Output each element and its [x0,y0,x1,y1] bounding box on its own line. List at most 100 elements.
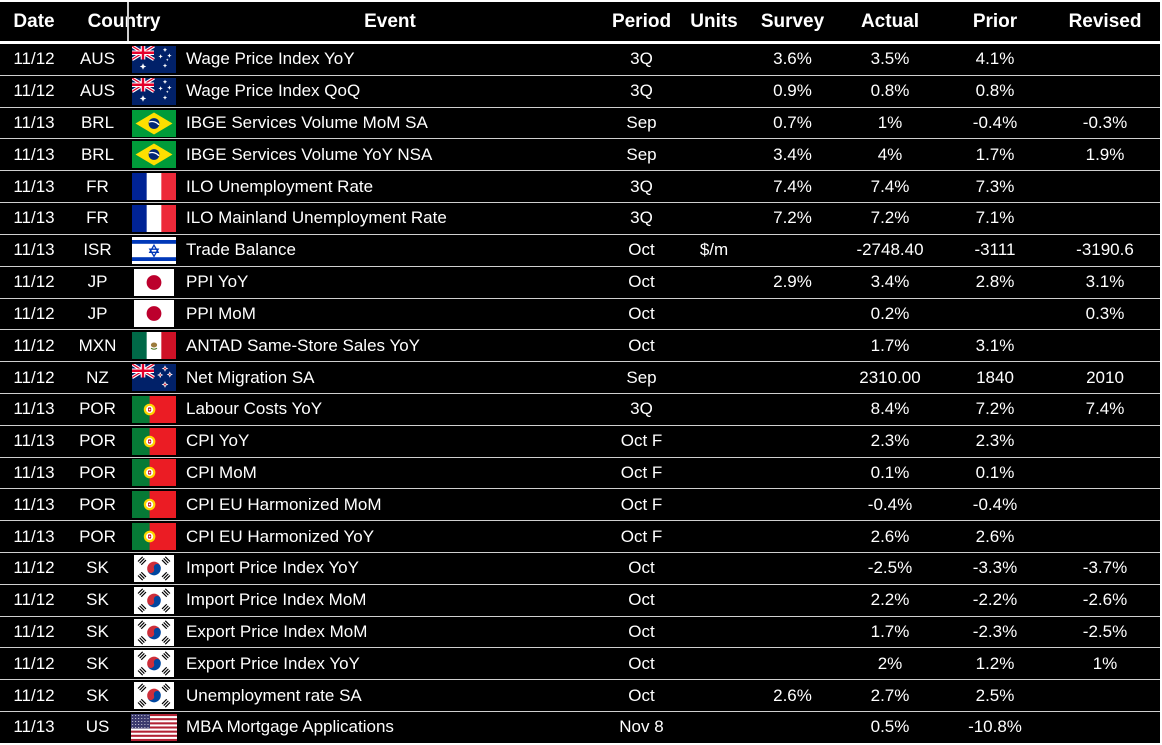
south-korea-flag [133,554,174,582]
prior-cell: 2.5% [975,685,1015,705]
table-row: 11/12 AUS Wage Price Index QoQ 3Q 0.9% 0… [0,76,1160,108]
date-cell: 11/12 [13,303,55,323]
new-zealand-flag [131,364,176,392]
survey-cell: 7.4% [773,176,812,196]
date-cell: 11/13 [13,240,55,260]
period-cell: 3Q [630,399,653,419]
table-header-row: Date Country Event Period Units Survey A… [0,2,1160,44]
prior-cell: -2.3% [972,622,1018,642]
column-header-actual: Actual [860,10,920,32]
event-cell: Export Price Index MoM [186,622,368,642]
prior-cell: 7.1% [975,208,1015,228]
portugal-flag [131,523,176,551]
period-cell: 3Q [630,176,653,196]
prior-cell: 0.8% [975,81,1015,101]
column-header-event: Event [364,10,416,32]
prior-cell: 2.6% [975,526,1015,546]
period-cell: Oct [628,590,655,610]
date-cell: 11/12 [13,367,55,387]
survey-cell: 0.9% [773,81,812,101]
country-code-cell: FR [86,176,109,196]
prior-cell: 1.2% [975,653,1015,673]
prior-cell: 0.1% [975,462,1015,482]
portugal-flag [131,427,176,455]
event-cell: Net Migration SA [186,367,315,387]
revised-cell: 1% [1092,653,1118,673]
survey-cell: 2.6% [773,685,812,705]
period-cell: Oct F [620,431,663,451]
actual-cell: 1% [877,113,903,133]
date-cell: 11/13 [13,399,55,419]
prior-cell: -3.3% [972,558,1018,578]
event-cell: CPI EU Harmonized MoM [186,494,382,514]
period-cell: Sep [626,113,657,133]
france-flag [131,204,176,232]
event-cell: ILO Mainland Unemployment Rate [186,208,447,228]
south-korea-flag [133,650,174,678]
date-cell: 11/13 [13,208,55,228]
prior-cell: 1.7% [975,144,1015,164]
actual-cell: 2.2% [870,590,910,610]
actual-cell: 2310.00 [859,367,921,387]
actual-cell: 4% [877,144,903,164]
event-cell: Trade Balance [186,240,296,260]
country-code-cell: JP [87,303,108,323]
country-code-cell: BRL [80,144,115,164]
flag-cell [127,364,180,392]
date-cell: 11/12 [13,272,55,292]
table-row: 11/12 MXN ANTAD Same-Store Sales YoY Oct… [0,330,1160,363]
actual-cell: 2.7% [870,685,910,705]
flag-cell [127,395,180,423]
flag-cell [127,650,180,678]
flag-cell [127,77,180,105]
event-cell: Export Price Index YoY [186,653,360,673]
table-row: 11/12 JP PPI MoM Oct 0.2% 0.3% [0,299,1160,331]
survey-cell: 2.9% [773,272,812,292]
prior-cell: -0.4% [972,494,1018,514]
revised-cell: -2.5% [1082,622,1128,642]
prior-cell: 1840 [976,367,1014,387]
flag-cell [127,554,180,582]
flag-cell [127,618,180,646]
event-cell: Wage Price Index QoQ [186,81,361,101]
actual-cell: 0.1% [870,462,910,482]
event-cell: CPI YoY [186,431,250,451]
table-row: 11/12 SK Import Price Index MoM Oct 2.2%… [0,585,1160,617]
table-row: 11/13 POR CPI MoM Oct F 0.1% 0.1% [0,458,1160,490]
period-cell: Oct [628,685,655,705]
flag-cell [127,491,180,519]
country-code-cell: MXN [78,335,117,355]
table-row: 11/12 AUS Wage Price Index YoY 3Q 3.6% 3… [0,44,1160,76]
period-cell: Oct [628,653,655,673]
flag-cell [127,268,180,296]
units-cell: $/m [699,240,729,260]
prior-cell: 7.3% [975,176,1015,196]
header-column-divider [127,2,129,41]
country-code-cell: AUS [80,49,115,69]
actual-cell: -0.4% [867,494,913,514]
date-cell: 11/13 [13,717,55,737]
table-row: 11/13 POR CPI YoY Oct F 2.3% 2.3% [0,426,1160,458]
actual-cell: 0.5% [870,717,910,737]
country-code-cell: AUS [80,81,115,101]
revised-cell: 2010 [1086,367,1124,387]
flag-cell [127,713,180,741]
table-row: 11/12 SK Export Price Index YoY Oct 2% 1… [0,648,1160,681]
prior-cell: -0.4% [972,113,1018,133]
prior-cell: -10.8% [968,717,1022,737]
column-header-country: Country [87,10,161,32]
actual-cell: 2% [877,653,903,673]
column-header-period: Period [611,10,672,32]
date-cell: 11/13 [13,176,55,196]
revised-cell: 3.1% [1085,272,1125,292]
revised-cell: 7.4% [1085,399,1125,419]
actual-cell: -2748.40 [856,240,924,260]
table-row: 11/12 SK Export Price Index MoM Oct 1.7%… [0,617,1160,649]
flag-cell [127,459,180,487]
brazil-flag [131,109,176,137]
table-row: 11/13 BRL IBGE Services Volume YoY NSA S… [0,139,1160,172]
date-cell: 11/13 [13,494,55,514]
date-cell: 11/12 [13,335,55,355]
flag-cell [127,300,180,328]
revised-cell: -2.6% [1082,590,1128,610]
